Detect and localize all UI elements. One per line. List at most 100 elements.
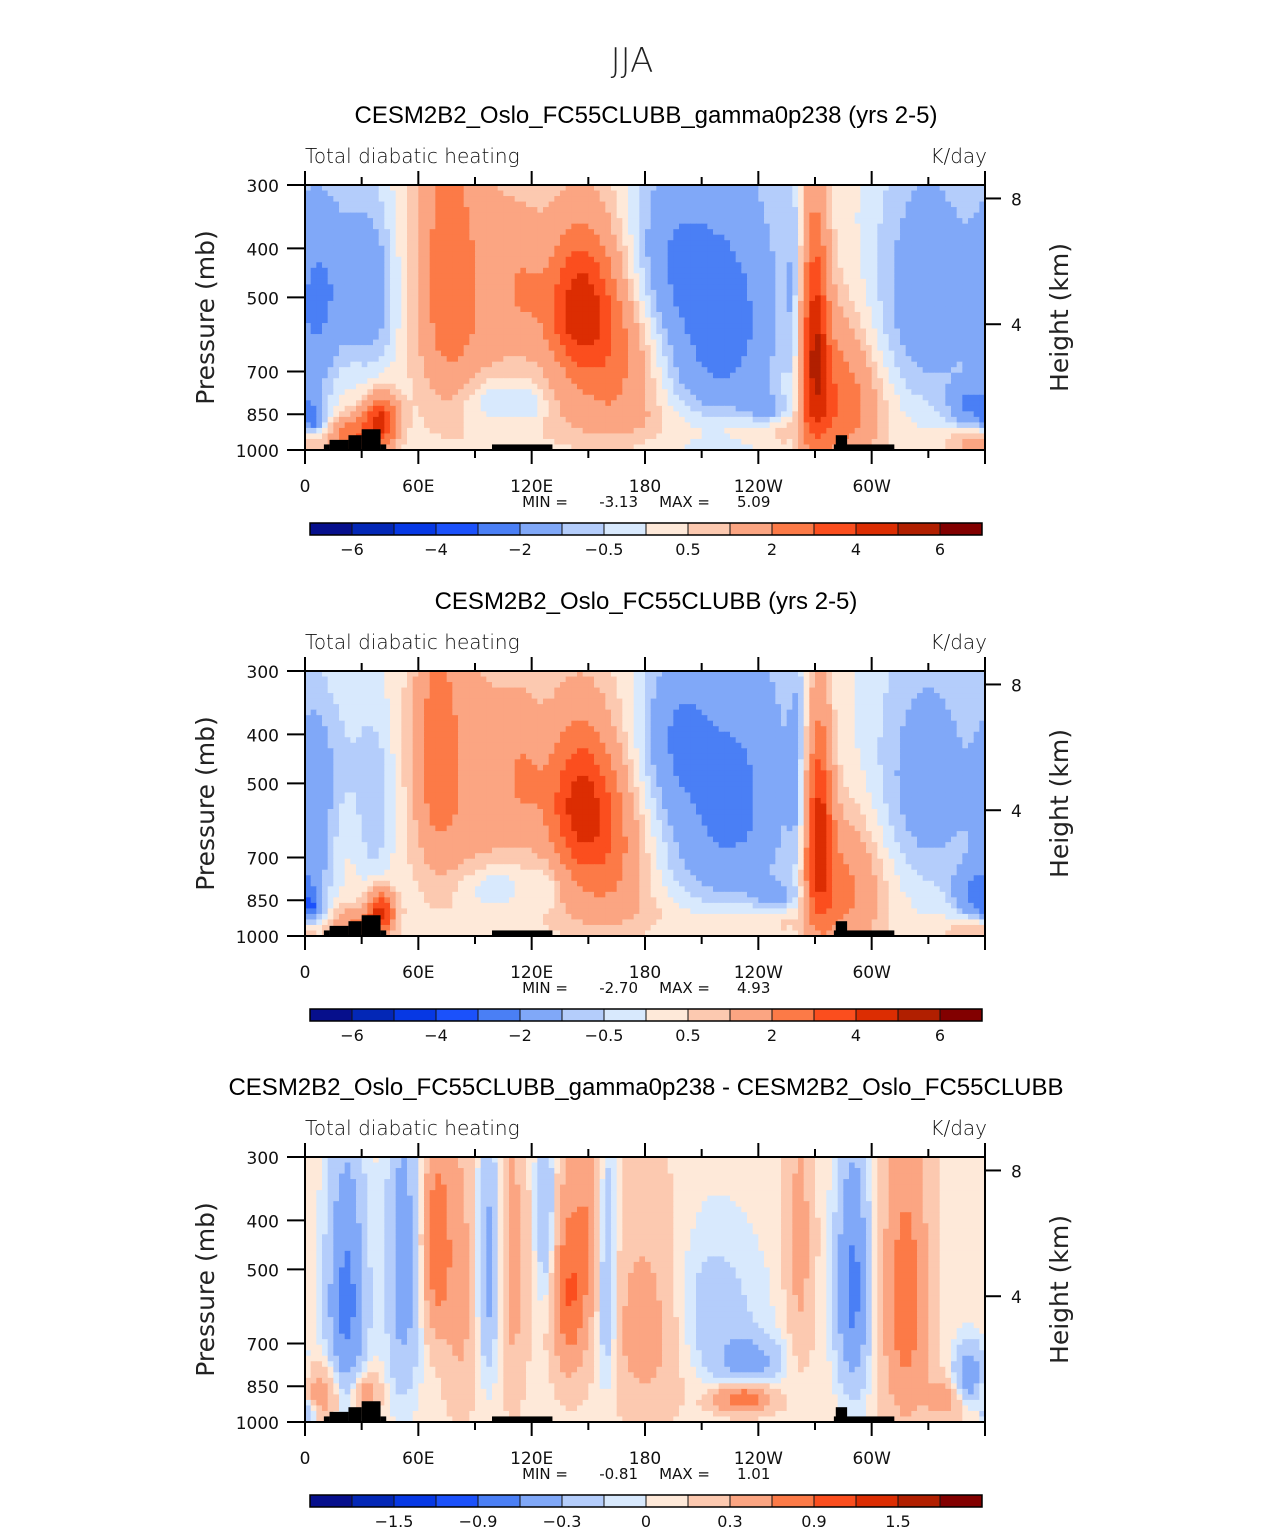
field-cell bbox=[934, 400, 941, 407]
field-cell bbox=[548, 306, 555, 313]
field-cell bbox=[803, 185, 810, 192]
field-cell bbox=[605, 317, 612, 324]
field-cell bbox=[441, 234, 448, 241]
field-cell bbox=[407, 389, 414, 396]
field-cell bbox=[571, 306, 578, 313]
field-cell bbox=[565, 223, 572, 230]
field-cell bbox=[956, 383, 963, 390]
field-cell bbox=[435, 356, 442, 363]
field-cell bbox=[418, 328, 425, 335]
field-cell bbox=[356, 223, 363, 230]
field-cell bbox=[605, 201, 612, 208]
field-cell bbox=[866, 356, 873, 363]
field-cell bbox=[356, 356, 363, 363]
field-cell bbox=[679, 350, 686, 357]
field-cell bbox=[645, 334, 652, 341]
field-cell bbox=[696, 229, 703, 236]
field-cell bbox=[594, 378, 601, 385]
field-cell bbox=[458, 196, 465, 203]
field-cell bbox=[554, 317, 561, 324]
field-cell bbox=[939, 201, 946, 208]
field-cell bbox=[582, 328, 589, 335]
field-cell bbox=[628, 317, 635, 324]
field-cell bbox=[934, 389, 941, 396]
field-cell bbox=[860, 234, 867, 241]
field-cell bbox=[497, 295, 504, 302]
field-cell bbox=[786, 240, 793, 247]
field-cell bbox=[690, 196, 697, 203]
field-cell bbox=[781, 196, 788, 203]
field-cell bbox=[543, 295, 550, 302]
field-cell bbox=[594, 196, 601, 203]
field-cell bbox=[622, 218, 629, 225]
field-cell bbox=[384, 240, 391, 247]
field-cell bbox=[531, 234, 538, 241]
field-cell bbox=[424, 289, 431, 297]
field-cell bbox=[407, 306, 414, 313]
field-cell bbox=[339, 323, 346, 330]
field-cell bbox=[871, 262, 878, 269]
field-cell bbox=[769, 394, 776, 401]
field-cell bbox=[962, 383, 969, 390]
field-cell bbox=[741, 295, 748, 302]
field-cell bbox=[497, 196, 504, 203]
field-cell bbox=[316, 256, 323, 263]
field-cell bbox=[582, 411, 589, 418]
field-cell bbox=[344, 278, 351, 285]
field-cell bbox=[764, 284, 771, 291]
field-cell bbox=[520, 383, 527, 390]
field-cell bbox=[452, 207, 459, 214]
field-cell bbox=[701, 218, 708, 225]
field-cell bbox=[622, 350, 629, 357]
field-cell bbox=[713, 278, 720, 285]
field-cell bbox=[894, 389, 901, 396]
field-cell bbox=[639, 245, 646, 252]
field-cell bbox=[514, 251, 521, 258]
field-cell bbox=[900, 400, 907, 407]
field-cell bbox=[820, 251, 827, 258]
field-cell bbox=[344, 212, 351, 219]
field-cell bbox=[690, 234, 697, 241]
field-cell bbox=[514, 262, 521, 269]
field-cell bbox=[554, 356, 561, 363]
field-cell bbox=[526, 372, 533, 379]
field-cell bbox=[741, 262, 748, 269]
field-cell bbox=[475, 311, 482, 319]
field-cell bbox=[407, 334, 414, 341]
field-cell bbox=[662, 383, 669, 390]
field-cell bbox=[815, 218, 822, 225]
field-cell bbox=[441, 240, 448, 247]
field-cell bbox=[520, 223, 527, 230]
field-cell bbox=[452, 284, 459, 291]
field-cell bbox=[679, 411, 686, 418]
field-cell bbox=[458, 372, 465, 379]
field-cell bbox=[809, 218, 816, 225]
field-cell bbox=[900, 256, 907, 263]
field-cell bbox=[815, 262, 822, 269]
field-cell bbox=[764, 328, 771, 335]
field-cell bbox=[866, 389, 873, 396]
field-cell bbox=[934, 229, 941, 236]
field-cell bbox=[792, 334, 799, 341]
field-cell bbox=[707, 295, 714, 302]
field-cell bbox=[390, 345, 397, 352]
field-cell bbox=[622, 240, 629, 247]
field-cell bbox=[514, 256, 521, 263]
field-cell bbox=[633, 284, 640, 291]
field-cell bbox=[514, 378, 521, 385]
field-cell bbox=[452, 411, 459, 418]
field-cell bbox=[543, 289, 550, 297]
field-cell bbox=[928, 300, 935, 308]
field-cell bbox=[322, 284, 329, 291]
field-cell bbox=[922, 339, 929, 346]
field-cell bbox=[962, 234, 969, 241]
field-cell bbox=[956, 306, 963, 313]
field-cell bbox=[650, 190, 657, 197]
field-cell bbox=[531, 411, 538, 418]
field-cell bbox=[407, 383, 414, 390]
field-cell bbox=[458, 389, 465, 396]
field-cell bbox=[492, 262, 499, 269]
field-cell bbox=[679, 185, 686, 192]
field-cell bbox=[497, 311, 504, 319]
panel-1: CESM2B2_Oslo_FC55CLUBB_gamma0p238 (yrs 2… bbox=[191, 102, 1074, 559]
